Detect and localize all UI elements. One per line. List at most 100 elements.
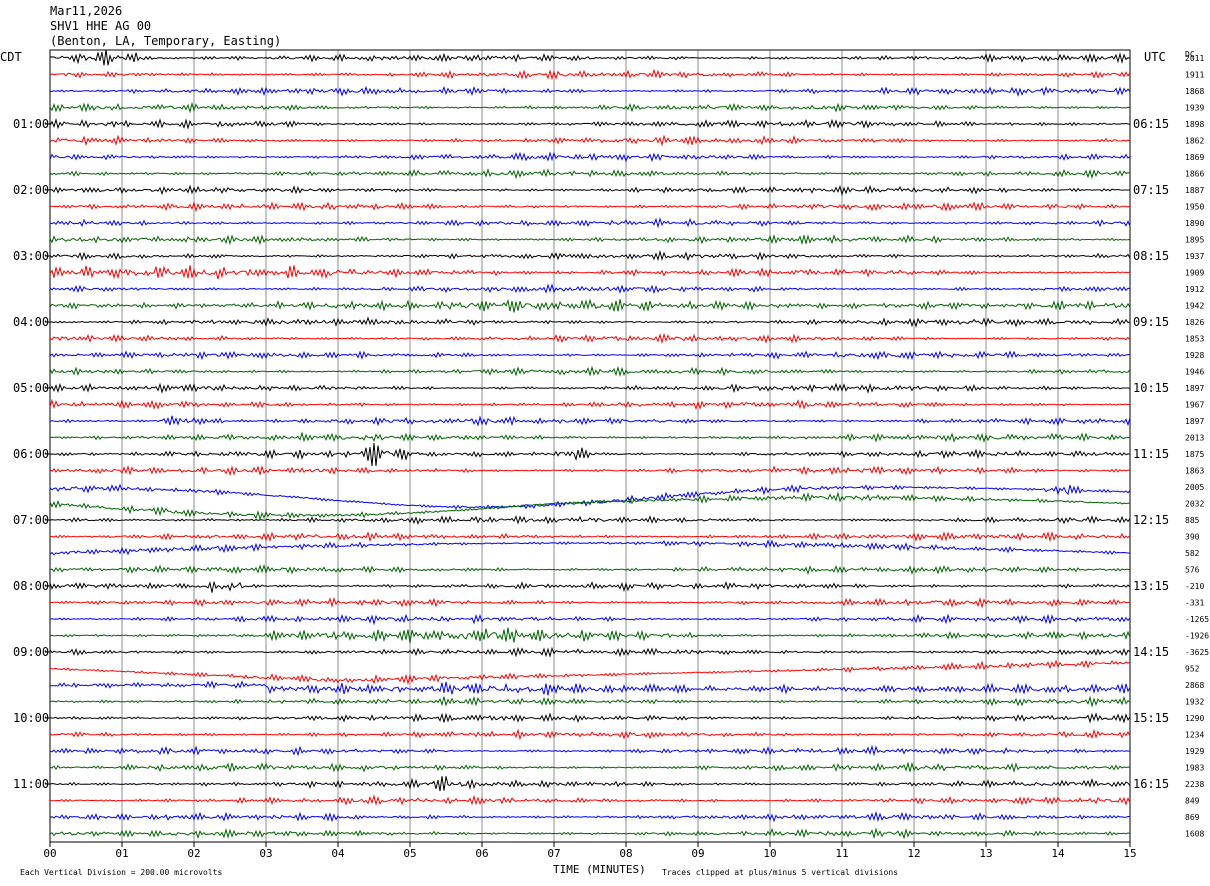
x-tick-label: 07 bbox=[547, 847, 560, 860]
x-tick-label: 04 bbox=[331, 847, 345, 860]
seismic-trace-28 bbox=[49, 515, 1131, 526]
dc-offset-label: 1866 bbox=[1185, 170, 1204, 179]
dc-offset-label: 2005 bbox=[1185, 483, 1204, 492]
seismic-trace-44 bbox=[49, 776, 1131, 792]
x-axis-title: TIME (MINUTES) bbox=[553, 863, 646, 876]
dc-offset-label: 1939 bbox=[1185, 104, 1204, 113]
seismic-trace-27 bbox=[49, 491, 1131, 521]
seismic-trace-0 bbox=[49, 49, 1131, 66]
seismic-trace-40 bbox=[49, 712, 1131, 724]
seismic-trace-20 bbox=[49, 382, 1131, 394]
dc-label: DC bbox=[1185, 50, 1195, 59]
dc-offset-label: 1912 bbox=[1185, 285, 1204, 294]
seismic-trace-23 bbox=[49, 431, 1130, 443]
seismic-trace-21 bbox=[49, 398, 1131, 411]
dc-offset-label: 952 bbox=[1185, 665, 1200, 674]
hour-label-cdt: 03:00 bbox=[13, 249, 49, 263]
hour-label-cdt: 04:00 bbox=[13, 315, 49, 329]
hour-label-cdt: 08:00 bbox=[13, 579, 49, 593]
seismic-trace-24 bbox=[49, 442, 1131, 467]
seismic-trace-43 bbox=[49, 761, 1131, 774]
dc-offset-label: 1868 bbox=[1185, 87, 1204, 96]
seismic-trace-12 bbox=[49, 249, 1131, 262]
hour-label-cdt: 11:00 bbox=[13, 777, 49, 791]
seismic-trace-33 bbox=[49, 596, 1131, 609]
x-tick-label: 14 bbox=[1051, 847, 1065, 860]
plot-frame bbox=[49, 49, 1131, 843]
seismic-trace-25 bbox=[49, 464, 1131, 477]
seismic-trace-6 bbox=[49, 151, 1131, 163]
dc-offset-label: 1932 bbox=[1185, 698, 1204, 707]
dc-offset-label: 2013 bbox=[1185, 434, 1204, 443]
dc-offset-label: 1862 bbox=[1185, 137, 1204, 146]
dc-offset-label: 1826 bbox=[1185, 318, 1204, 327]
x-tick-label: 01 bbox=[115, 847, 128, 860]
x-tick-label: 11 bbox=[835, 847, 848, 860]
dc-offset-label: 869 bbox=[1185, 813, 1200, 822]
seismic-trace-10 bbox=[49, 217, 1131, 229]
x-tick-label: 08 bbox=[619, 847, 632, 860]
seismic-trace-14 bbox=[49, 283, 1131, 295]
dc-offset-label: -1265 bbox=[1185, 615, 1209, 624]
dc-offset-label: 1911 bbox=[1185, 71, 1204, 80]
dc-offset-label: 1946 bbox=[1185, 368, 1204, 377]
hour-label-cdt: 02:00 bbox=[13, 183, 49, 197]
dc-offset-label: 1929 bbox=[1185, 747, 1204, 756]
dc-offset-label: 1897 bbox=[1185, 417, 1204, 426]
date-label: Mar11,2026 bbox=[50, 4, 123, 18]
dc-offset-label: 849 bbox=[1185, 797, 1200, 806]
x-tick-label: 10 bbox=[763, 847, 776, 860]
dc-offset-label: 885 bbox=[1185, 516, 1200, 525]
hour-label-utc: 12:15 bbox=[1133, 513, 1169, 527]
hour-label-cdt: 05:00 bbox=[13, 381, 49, 395]
x-tick-label: 02 bbox=[187, 847, 200, 860]
dc-offset-label: 1897 bbox=[1185, 384, 1204, 393]
hour-label-utc: 06:15 bbox=[1133, 117, 1169, 131]
seismic-trace-46 bbox=[49, 810, 1131, 823]
seismic-trace-29 bbox=[49, 530, 1131, 543]
seismic-trace-4 bbox=[49, 117, 1131, 130]
seismic-trace-2 bbox=[49, 85, 1131, 97]
dc-offset-label: 2238 bbox=[1185, 780, 1204, 789]
dc-offset-label: 1234 bbox=[1185, 731, 1204, 740]
utc-label: UTC bbox=[1144, 50, 1166, 64]
location-label: (Benton, LA, Temporary, Easting) bbox=[50, 34, 282, 48]
dc-offset-label: 1290 bbox=[1185, 714, 1204, 723]
clip-note: Traces clipped at plus/minus 5 vertical … bbox=[662, 868, 899, 877]
hour-label-utc: 13:15 bbox=[1133, 579, 1169, 593]
dc-offset-label: 582 bbox=[1185, 549, 1200, 558]
dc-offset-label: 2011 bbox=[1185, 54, 1204, 63]
x-tick-label: 06 bbox=[475, 847, 488, 860]
x-tick-label: 12 bbox=[907, 847, 920, 860]
scale-note: Each Vertical Division = 200.00 microvol… bbox=[20, 868, 223, 877]
dc-offset-label: 1942 bbox=[1185, 302, 1204, 311]
cdt-label: CDT bbox=[0, 50, 22, 64]
seismic-trace-31 bbox=[49, 563, 1131, 576]
dc-offset-label: 576 bbox=[1185, 566, 1200, 575]
dc-offset-label: 1875 bbox=[1185, 450, 1204, 459]
seismic-trace-17 bbox=[49, 332, 1131, 345]
x-tick-label: 09 bbox=[691, 847, 704, 860]
seismic-trace-36 bbox=[49, 646, 1131, 659]
seismic-trace-15 bbox=[49, 298, 1131, 313]
x-tick-label: 05 bbox=[403, 847, 416, 860]
dc-offset-label: 1898 bbox=[1185, 120, 1204, 129]
hour-label-cdt: 01:00 bbox=[13, 117, 49, 131]
seismic-trace-5 bbox=[49, 134, 1131, 147]
hour-label-utc: 16:15 bbox=[1133, 777, 1169, 791]
hour-label-utc: 08:15 bbox=[1133, 249, 1169, 263]
dc-offset-label: -210 bbox=[1185, 582, 1204, 591]
dc-offset-label: 2032 bbox=[1185, 500, 1204, 509]
dc-offset-label: 1853 bbox=[1185, 335, 1204, 344]
seismic-trace-19 bbox=[49, 365, 1131, 378]
hour-label-utc: 14:15 bbox=[1133, 645, 1169, 659]
seismic-trace-39 bbox=[49, 695, 1131, 708]
seismic-trace-9 bbox=[49, 200, 1131, 213]
dc-offset-label: 1890 bbox=[1185, 219, 1204, 228]
seismic-trace-41 bbox=[49, 728, 1131, 741]
seismic-trace-34 bbox=[49, 613, 1131, 626]
seismic-trace-3 bbox=[49, 101, 1131, 114]
dc-offset-label: 1887 bbox=[1185, 186, 1204, 195]
seismic-trace-22 bbox=[49, 415, 1131, 427]
